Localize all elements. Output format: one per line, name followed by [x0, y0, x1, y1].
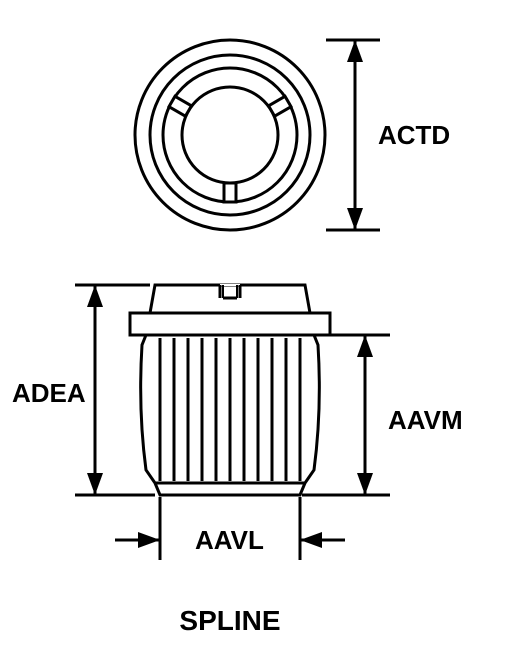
label-aavl: AAVL	[195, 525, 264, 556]
diagram-container: ACTD ADEA AAVM AAVL SPLINE	[0, 0, 510, 671]
top-view	[135, 40, 325, 230]
side-view	[130, 284, 330, 495]
dim-actd	[326, 40, 380, 230]
spline-diagram	[0, 0, 510, 671]
label-aavm: AAVM	[388, 405, 463, 436]
label-adea: ADEA	[12, 378, 86, 409]
label-actd: ACTD	[378, 120, 450, 151]
diagram-title: SPLINE	[0, 605, 460, 637]
